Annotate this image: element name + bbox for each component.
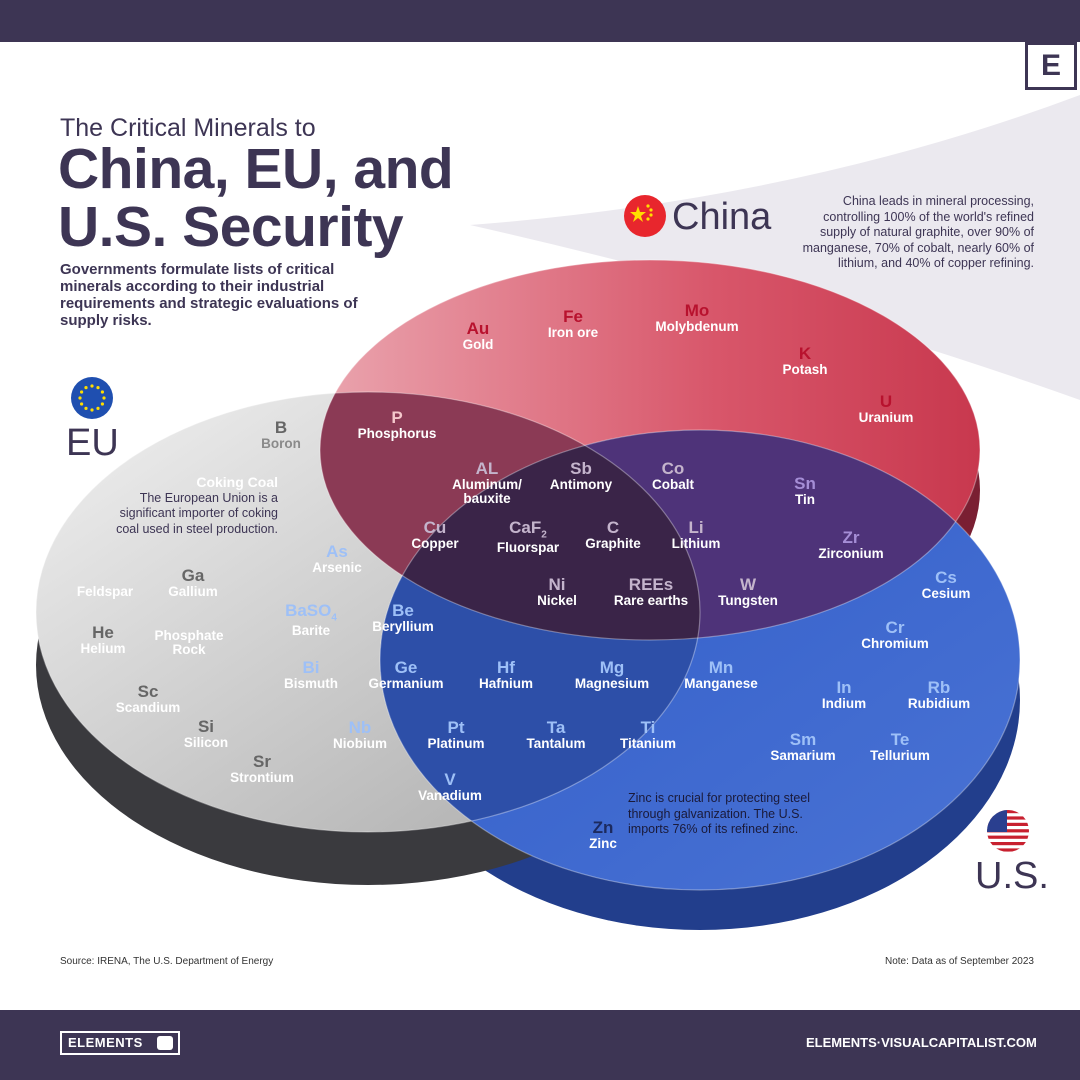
- elements-eye-icon: [157, 1036, 173, 1050]
- elements-brand-logo[interactable]: ELEMENTS: [60, 1031, 180, 1055]
- mineral-tantalum: Ta Tantalum: [526, 718, 586, 751]
- source-text: Source: IRENA, The U.S. Department of En…: [60, 956, 274, 967]
- mineral-arsenic: As Arsenic: [312, 542, 362, 575]
- mineral-tellurium: Te Tellurium: [870, 730, 930, 763]
- venn-diagram: [35, 95, 1080, 930]
- mineral-samarium: Sm Samarium: [770, 730, 836, 763]
- mineral-scandium: Sc Scandium: [115, 682, 181, 715]
- mineral-vanadium: V Vanadium: [418, 770, 482, 803]
- zinc-note: Zinc is crucial for protecting steel thr…: [628, 791, 811, 836]
- mineral-graphite: C Graphite: [585, 518, 641, 551]
- mineral-zirconium: Zr Zirconium: [818, 528, 884, 561]
- top-bar: [0, 0, 1080, 42]
- mineral-helium: He Helium: [80, 623, 126, 656]
- mineral-aluminum: AL Aluminum/bauxite: [452, 459, 522, 507]
- us-flag-icon: [987, 810, 1029, 852]
- mineral-gold: Au Gold: [462, 319, 494, 352]
- title-line-2: U.S. Security: [58, 195, 404, 259]
- eu-label: EU: [66, 422, 119, 464]
- mineral-cesium: Cs Cesium: [921, 568, 971, 601]
- mineral-barite: BaSO4 Barite: [285, 601, 337, 638]
- mineral-phosphorus: P Phosphorus: [357, 408, 437, 441]
- mineral-germanium: Ge Germanium: [368, 658, 444, 691]
- mineral-uranium: U Uranium: [858, 392, 914, 425]
- mineral-magnesium: Mg Magnesium: [574, 658, 650, 691]
- mineral-boron: B Boron: [261, 418, 301, 451]
- mineral-strontium: Sr Strontium: [230, 752, 294, 785]
- mineral-beryllium: Be Beryllium: [372, 601, 434, 634]
- china-flag-icon: [624, 195, 666, 237]
- intro-text: Governments formulate lists of critical …: [60, 261, 358, 329]
- mineral-indium: In Indium: [821, 678, 867, 711]
- mineral-fluorspar: CaF2 Fluorspar: [496, 518, 560, 555]
- mineral-niobium: Nb Niobium: [333, 718, 387, 751]
- mineral-silicon: Si Silicon: [183, 717, 229, 750]
- mineral-antimony: Sb Antimony: [549, 459, 613, 492]
- mineral-lithium: Li Lithium: [671, 518, 721, 551]
- mineral-cobalt: Co Cobalt: [652, 459, 694, 492]
- site-url[interactable]: ELEMENTS·VISUALCAPITALIST.COM: [806, 1035, 1037, 1050]
- title-line-1: China, EU, and: [58, 137, 454, 201]
- mineral-platinum: Pt Platinum: [427, 718, 485, 751]
- mineral-hafnium: Hf Hafnium: [479, 658, 533, 691]
- mineral-rare-earths: REEs Rare earths: [613, 575, 689, 608]
- background-swoosh: [470, 95, 1080, 400]
- mineral-tungsten: W Tungsten: [718, 575, 778, 608]
- mineral-tin: Sn Tin: [794, 474, 816, 507]
- mineral-molybdenum: Mo Molybdenum: [655, 301, 739, 334]
- mineral-nickel: Ni Nickel: [537, 575, 577, 608]
- bottom-bar: [0, 1010, 1080, 1080]
- china-label: China: [672, 196, 772, 238]
- title-small: The Critical Minerals to: [60, 114, 316, 142]
- coking-coal-note: Coking Coal The European Union is a signi…: [116, 474, 278, 536]
- all-three-overlap: [380, 430, 700, 640]
- mineral-copper: Cu Copper: [411, 518, 459, 551]
- mineral-iron-ore: Fe Iron ore: [547, 307, 599, 340]
- mineral-bismuth: Bi Bismuth: [284, 658, 338, 691]
- mineral-rubidium: Rb Rubidium: [907, 678, 971, 711]
- mineral-feldspar: Feldspar: [76, 584, 134, 599]
- china-note: China leads in mineral processing, contr…: [802, 194, 1034, 270]
- publisher-logo: E: [1025, 42, 1077, 90]
- mineral-manganese: Mn Manganese: [684, 658, 758, 691]
- mineral-titanium: Ti Titanium: [619, 718, 677, 751]
- eu-flag-icon: [71, 377, 113, 419]
- mineral-potash: K Potash: [782, 344, 828, 377]
- us-label: U.S.: [975, 855, 1049, 897]
- mineral-gallium: Ga Gallium: [168, 566, 218, 599]
- mineral-phosphate-rock: Phosphate Rock: [154, 628, 224, 658]
- title-main: China, EU, and U.S. Security: [58, 137, 454, 259]
- data-note: Note: Data as of September 2023: [885, 956, 1034, 967]
- mineral-chromium: Cr Chromium: [861, 618, 929, 651]
- mineral-zinc: Zn Zinc: [589, 818, 617, 851]
